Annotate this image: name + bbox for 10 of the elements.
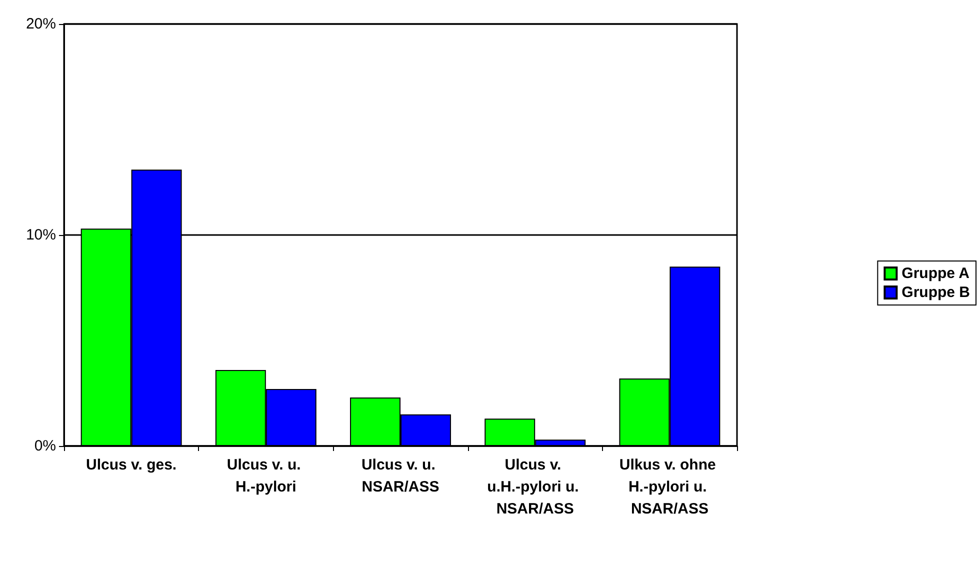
- x-tick-label: Ulkus v. ohne H.-pylori u. NSAR/ASS: [619, 456, 720, 518]
- x-tick-label: Ulcus v. u. NSAR/ASS: [361, 456, 440, 496]
- y-tick-label: 10%: [26, 226, 56, 244]
- legend-label: Gruppe B: [902, 284, 970, 301]
- y-tick-label: 0%: [34, 438, 56, 454]
- y-tick-label: 20%: [26, 16, 56, 32]
- x-tick-label: Ulcus v. ges.: [86, 456, 177, 474]
- x-tick-label: Ulcus v. u.H.-pylori u. NSAR/ASS: [487, 456, 584, 518]
- legend-label: Gruppe A: [902, 265, 970, 282]
- x-tick-label: Ulcus v. u. H.-pylori: [226, 456, 305, 496]
